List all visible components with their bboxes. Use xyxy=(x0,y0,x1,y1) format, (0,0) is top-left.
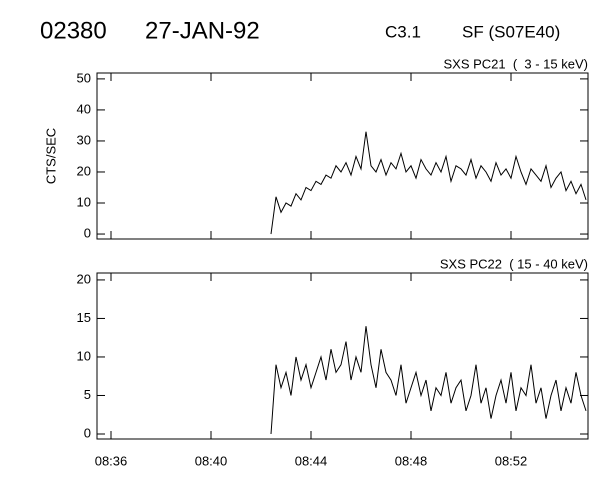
data-line xyxy=(270,326,587,435)
y-tick-label: 50 xyxy=(77,70,91,85)
y-tick-label: 40 xyxy=(77,101,91,116)
y-tick-label: 30 xyxy=(77,132,91,147)
x-tick-label: 08:48 xyxy=(395,453,428,468)
plot-frame xyxy=(96,72,589,240)
event-info: SF (S07E40) xyxy=(462,22,560,41)
y-tick-label: 15 xyxy=(77,310,91,325)
y-axis-label: CTS/SEC xyxy=(43,128,58,184)
y-tick-label: 10 xyxy=(77,194,91,209)
x-tick-label: 08:36 xyxy=(95,453,128,468)
y-tick-label: 0 xyxy=(84,425,91,440)
data-line xyxy=(270,131,587,235)
plot-frame xyxy=(96,272,589,440)
panel-title: SXS PC21 ( 3 - 15 keV) xyxy=(443,56,588,71)
panel-title: SXS PC22 ( 15 - 40 keV) xyxy=(440,256,588,271)
x-tick-label: 08:52 xyxy=(495,453,528,468)
x-tick-label: 08:44 xyxy=(295,453,328,468)
y-tick-label: 20 xyxy=(77,163,91,178)
y-tick-label: 20 xyxy=(77,271,91,286)
obs-id: 02380 xyxy=(40,17,107,44)
y-tick-label: 5 xyxy=(84,387,91,402)
y-tick-label: 10 xyxy=(77,348,91,363)
y-tick-label: 0 xyxy=(84,225,91,240)
x-tick-label: 08:40 xyxy=(195,453,228,468)
obs-date: 27-JAN-92 xyxy=(145,17,260,44)
flare-class: C3.1 xyxy=(385,22,421,41)
